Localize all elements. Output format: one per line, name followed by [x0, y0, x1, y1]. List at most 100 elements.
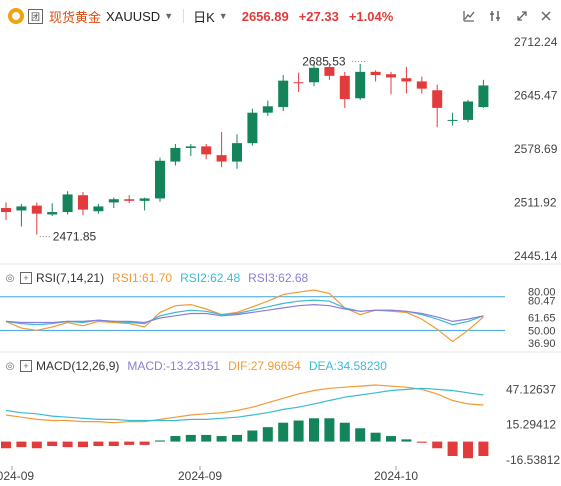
add-indicator-icon[interactable]: + [20, 272, 32, 284]
dropdown-icon[interactable]: ▼ [164, 11, 174, 21]
macd-bar [78, 441, 88, 448]
candle-body [324, 67, 335, 76]
symbol-code[interactable]: XAUUSD [106, 8, 161, 24]
dea-value: DEA:34.58230 [308, 359, 387, 373]
period-selector[interactable]: 日K [193, 9, 215, 25]
macd-bar [170, 436, 181, 442]
macd-bar [31, 441, 42, 449]
low-annotation: 2471.85 [53, 230, 97, 244]
candle-body [432, 90, 443, 108]
candle-body [262, 106, 273, 113]
divider [183, 9, 185, 23]
macd-bar [416, 441, 427, 443]
macd-bar [386, 436, 396, 442]
macd-bar [370, 432, 381, 442]
close-icon[interactable] [537, 8, 555, 24]
rsi3-value: RSI3:62.68 [248, 271, 309, 285]
macd-dif-line [5, 384, 484, 424]
rsi-line-rsi1 [5, 289, 484, 343]
rsi-tick-label: 80.00 [528, 287, 556, 299]
high-annotation: 2685.53 [302, 54, 346, 68]
lock-icon[interactable]: 团 [28, 8, 43, 24]
drawing-icon[interactable] [460, 8, 478, 24]
rsi-tick-label: 80.47 [528, 296, 556, 308]
macd-bar [93, 441, 104, 447]
chart-header: 团 现货黄金 XAUUSD ▼ 日K ▼ 2656.89 +27.33 +1.0… [0, 0, 561, 32]
macd-bar [293, 420, 304, 442]
rsi-tick-label: 36.90 [528, 338, 556, 350]
macd-bar [463, 441, 473, 459]
macd-bar [478, 441, 489, 457]
candle-body [62, 194, 73, 213]
x-tick-label: 2024-10 [374, 469, 418, 483]
macd-legend: ◎ + MACD(12,26,9) MACD:-13.23151 DIF:27.… [0, 358, 387, 374]
candle-body [185, 146, 196, 148]
candle-body [1, 208, 11, 213]
macd-tick-label: -16.53812 [506, 453, 560, 467]
price-change-pct: +1.04% [348, 8, 394, 24]
last-price: 2656.89 [241, 8, 289, 24]
candle-body [309, 67, 319, 83]
candle-body [386, 74, 396, 78]
add-indicator-icon[interactable]: + [20, 360, 32, 372]
candle-body [416, 81, 427, 89]
candle-body [78, 195, 88, 210]
macd-bar [62, 441, 73, 448]
rsi-title: RSI(7,14,21) [36, 271, 105, 285]
candle-body [339, 75, 350, 100]
expand-icon[interactable] [513, 8, 531, 24]
rsi2-value: RSI2:62.48 [180, 271, 241, 285]
candle-body [293, 82, 304, 84]
macd-bar [155, 440, 165, 442]
macd-bar [16, 441, 27, 448]
macd-bar [216, 436, 227, 442]
candle-body [201, 146, 212, 155]
candle-body [31, 205, 42, 214]
rsi1-value: RSI1:61.70 [112, 271, 173, 285]
macd-bar [247, 430, 258, 442]
rsi-tick-label: 61.65 [528, 312, 556, 324]
macd-bar [309, 418, 319, 442]
candle-body [124, 199, 135, 201]
candle-body [47, 212, 58, 215]
candle-body [370, 71, 381, 76]
x-tick-label: 2024-09 [0, 469, 34, 483]
macd-bar [47, 441, 58, 447]
rsi-line-rsi3 [5, 303, 484, 324]
macd-bar [339, 422, 350, 442]
period-dropdown-icon[interactable]: ▼ [218, 11, 228, 21]
price-tick-label: 2645.47 [514, 88, 558, 102]
macd-bar [139, 441, 150, 445]
price-tick-label: 2578.69 [514, 142, 558, 156]
candle-body [278, 80, 289, 108]
candle-body [16, 206, 27, 211]
candle-body [93, 206, 104, 212]
eye-icon[interactable]: ◎ [5, 360, 15, 372]
macd-bar [262, 427, 273, 442]
eye-icon[interactable]: ◎ [5, 272, 15, 284]
macd-bar [201, 434, 212, 442]
candle-body [216, 155, 227, 162]
candle-body [401, 78, 412, 82]
macd-bar [278, 422, 289, 442]
settings-icon[interactable] [486, 8, 504, 24]
macd-bar [1, 441, 11, 449]
price-tick-label: 2511.92 [514, 195, 557, 209]
candle-body [447, 119, 458, 121]
price-change: +27.33 [298, 8, 339, 24]
candle-body [155, 160, 165, 199]
macd-bar [124, 441, 135, 445]
x-tick-label: 2024-09 [178, 469, 222, 483]
candle-body [108, 199, 119, 203]
macd-bar [401, 439, 412, 442]
price-tick-label: 2712.24 [514, 35, 558, 49]
symbol-name[interactable]: 现货黄金 [49, 9, 102, 25]
macd-bar [232, 434, 242, 442]
candle-body [478, 85, 489, 108]
candle-body [355, 71, 366, 99]
macd-bar [432, 441, 443, 449]
macd-tick-label: 47.12637 [506, 382, 556, 396]
macd-bar [447, 441, 458, 457]
candle-body [232, 143, 242, 162]
